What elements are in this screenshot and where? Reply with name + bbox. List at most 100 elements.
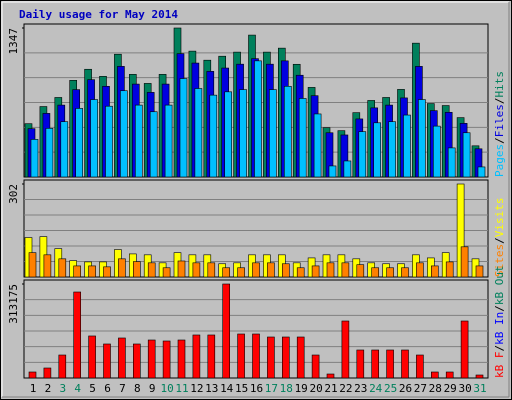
bar	[239, 89, 247, 178]
bar	[43, 254, 52, 278]
x-tick-label: 6	[104, 382, 111, 395]
bar	[430, 371, 439, 379]
bar	[281, 336, 290, 379]
legend: Pages/Files/Hits	[493, 71, 506, 177]
bar	[192, 334, 201, 379]
legend: kB F/kB In/kB Out	[493, 265, 506, 378]
bar	[326, 262, 335, 278]
bar	[418, 99, 426, 178]
y-tick-label: 313175	[7, 284, 20, 324]
bar	[207, 262, 216, 278]
legend-entry: Hits	[493, 71, 506, 98]
bar	[296, 267, 305, 278]
legend-separator: /	[493, 237, 506, 244]
bar	[147, 339, 156, 379]
bar	[224, 91, 232, 178]
bar	[237, 333, 245, 379]
bar	[445, 261, 454, 278]
bar	[298, 98, 307, 178]
x-tick-label: 22	[339, 382, 352, 395]
bar	[326, 373, 335, 379]
x-tick-label: 7	[119, 382, 126, 395]
bar	[118, 337, 126, 379]
bar	[343, 160, 352, 178]
x-tick-label: 15	[235, 382, 248, 395]
bar	[149, 111, 158, 178]
bar	[90, 99, 98, 178]
x-tick-label: 10	[160, 382, 173, 395]
bar	[252, 262, 260, 278]
bar	[456, 183, 465, 278]
bar	[475, 374, 484, 379]
x-tick-label: 27	[414, 382, 427, 395]
x-tick-label: 24	[369, 382, 383, 395]
legend-entry: kB F	[493, 352, 506, 379]
legend-separator: /	[493, 137, 506, 144]
bar	[237, 267, 245, 278]
x-tick-label: 17	[265, 382, 278, 395]
x-tick-label: 18	[280, 382, 293, 395]
bar	[311, 265, 320, 278]
x-tick-label: 4	[74, 382, 81, 395]
bar	[133, 261, 141, 278]
x-tick-label: 28	[429, 382, 442, 395]
bar	[28, 371, 37, 379]
bar	[475, 265, 484, 278]
x-tick-label: 2	[45, 382, 52, 395]
x-tick-label: 3	[59, 382, 66, 395]
legend-entry: Visits	[493, 198, 506, 238]
x-tick-label: 19	[295, 382, 308, 395]
x-tick-label: 21	[324, 382, 337, 395]
bar	[254, 60, 262, 178]
bar	[73, 265, 81, 278]
legend-separator: /	[493, 305, 506, 312]
bar	[416, 354, 424, 379]
x-tick-label: 12	[190, 382, 203, 395]
bar	[311, 354, 320, 379]
bar	[401, 349, 409, 379]
x-tick-label: 25	[384, 382, 397, 395]
bar	[164, 104, 173, 178]
legend-entry: kB In	[493, 312, 506, 345]
x-tick-label: 16	[250, 382, 263, 395]
bar	[371, 267, 380, 278]
legend-entry: Sites	[493, 244, 506, 277]
bar	[222, 267, 230, 278]
bar	[403, 114, 411, 178]
bar	[328, 165, 337, 178]
bar	[103, 266, 111, 278]
bar	[267, 336, 275, 379]
x-tick-label: 30	[458, 382, 471, 395]
bar	[356, 349, 365, 379]
bar	[209, 94, 218, 178]
bar	[296, 336, 305, 379]
x-tick-label: 5	[89, 382, 96, 395]
x-tick-label: 31	[473, 382, 486, 395]
bar	[88, 265, 96, 278]
bar	[460, 246, 469, 278]
bar	[103, 343, 111, 379]
bar	[28, 252, 37, 278]
x-tick-label: 23	[354, 382, 367, 395]
bar	[386, 267, 394, 278]
bar	[120, 90, 128, 178]
bar	[222, 283, 230, 379]
bar	[341, 320, 350, 379]
x-tick-label: 11	[175, 382, 188, 395]
bar	[283, 85, 292, 178]
bar	[388, 121, 396, 178]
bar	[135, 104, 143, 178]
bar	[267, 262, 275, 278]
bar	[162, 267, 171, 278]
bar	[341, 262, 350, 278]
x-tick-label: 29	[444, 382, 457, 395]
bar	[371, 349, 380, 379]
bar	[477, 166, 486, 178]
x-tick-label: 8	[134, 382, 141, 395]
x-tick-label: 26	[399, 382, 412, 395]
bar	[269, 89, 277, 178]
bar	[445, 371, 454, 379]
bar	[60, 121, 69, 178]
bar	[43, 367, 52, 379]
